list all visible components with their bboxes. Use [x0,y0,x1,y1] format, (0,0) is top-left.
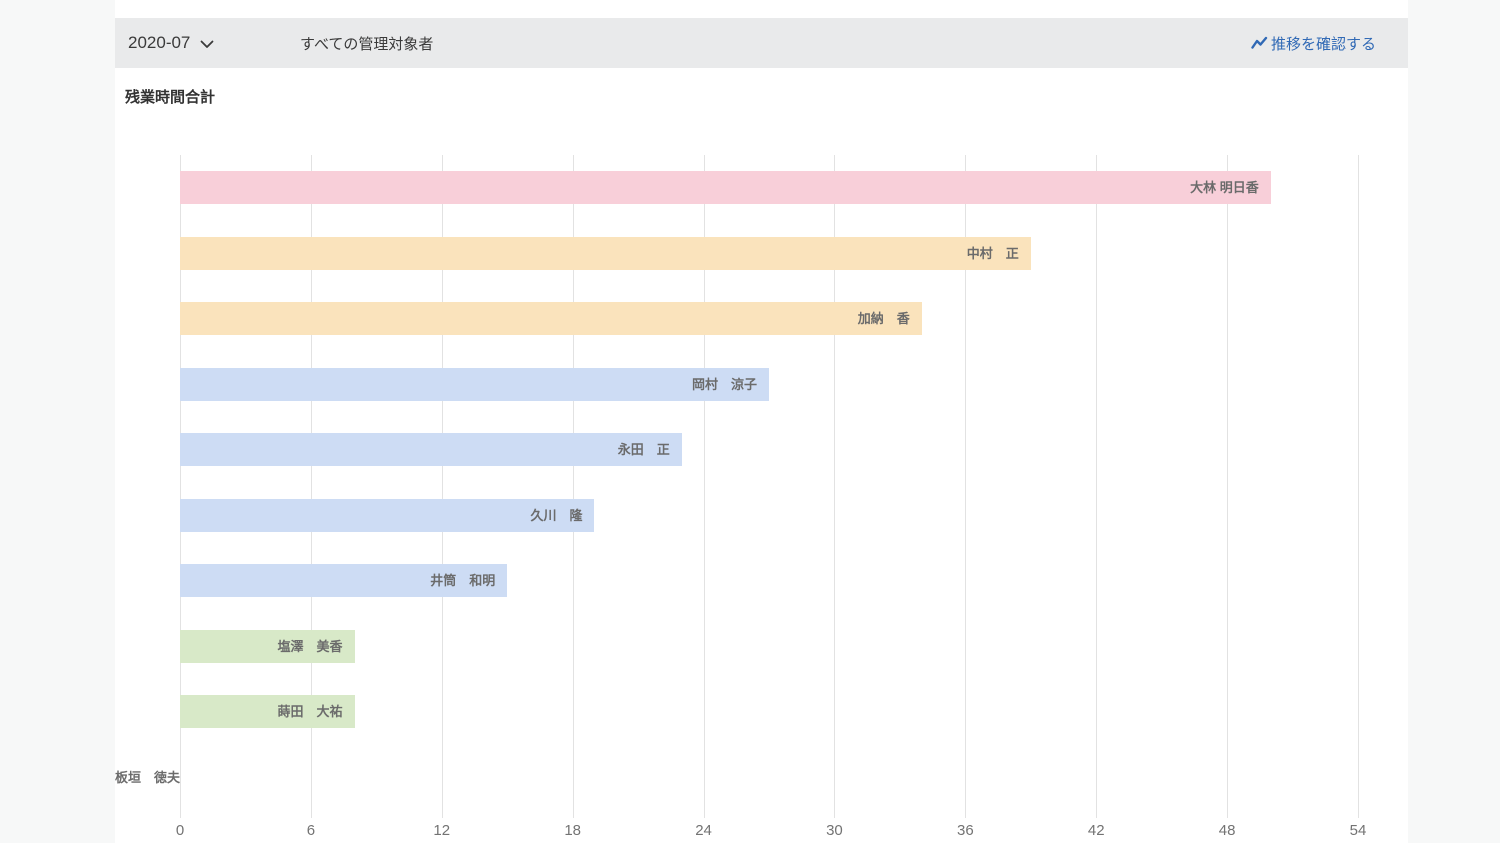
bar[interactable] [180,302,922,336]
gridline-x-12 [441,155,443,818]
bar-label: 板垣 徳夫 [114,769,180,785]
x-tick-label: 12 [433,822,451,839]
gridline-x-6 [310,155,312,818]
gridline-x-30 [834,155,836,818]
bar[interactable] [180,433,682,467]
chart-header-bar: 2020-07 すべての管理対象者 推移を確認する [115,18,1408,68]
bar[interactable] [180,695,355,729]
x-tick-label: 18 [564,822,581,839]
bar[interactable] [180,171,1271,205]
bar-label: 岡村 涼子 [691,376,757,392]
gridline-x-36 [965,155,967,818]
trend-link[interactable]: 推移を確認する [1251,18,1376,68]
chart-title: 残業時間合計 [125,89,216,106]
bar-label: 久川 隆 [530,507,583,523]
x-tick-label: 6 [306,822,316,839]
gridline-x-48 [1227,155,1229,818]
gridline-x-42 [1096,155,1098,818]
period-select[interactable]: 2020-07 [128,18,214,68]
bar[interactable] [180,498,595,532]
chevron-down-icon [200,40,214,49]
x-tick-label: 30 [826,822,843,839]
gridline-x-18 [572,155,574,818]
x-tick-label: 42 [1087,822,1105,839]
x-tick-label: 0 [175,822,185,839]
bar[interactable] [180,564,508,598]
trend-chart-icon [1251,36,1268,50]
period-select-value: 2020-07 [128,33,191,52]
bar-label: 井筒 和明 [430,573,496,589]
bar-label: 蒔田 大祐 [277,704,343,720]
x-tick-label: 36 [956,822,974,839]
gridline-x-54 [1358,155,1359,818]
gridline-x-24 [703,155,705,818]
x-tick-label: 48 [1218,822,1236,839]
trend-link-label: 推移を確認する [1270,35,1376,53]
x-tick-label: 54 [1349,822,1367,839]
x-tick-label: 24 [695,822,712,839]
bar[interactable] [180,236,1031,270]
bar-label: 中村 正 [966,245,1019,261]
bar-label: 加納 香 [857,311,910,327]
gridline-x-0 [180,155,181,818]
scope-label: すべての管理対象者 [300,35,434,53]
bar[interactable] [180,367,769,401]
dashboard-panel: 2020-07 すべての管理対象者 推移を確認する 残業時間合計 0 6 12 18 2… [115,0,1408,843]
bar-label: 大林 明日香 [1190,180,1259,196]
bar[interactable] [180,629,355,663]
bar-label: 塩澤 美香 [277,638,343,654]
plot-area: 0 6 12 18 24 30 36 42 48 54 大林 明日香中村 正加納 香岡村 涼子永田 … [115,155,1366,839]
bar-label: 永田 正 [617,442,670,458]
